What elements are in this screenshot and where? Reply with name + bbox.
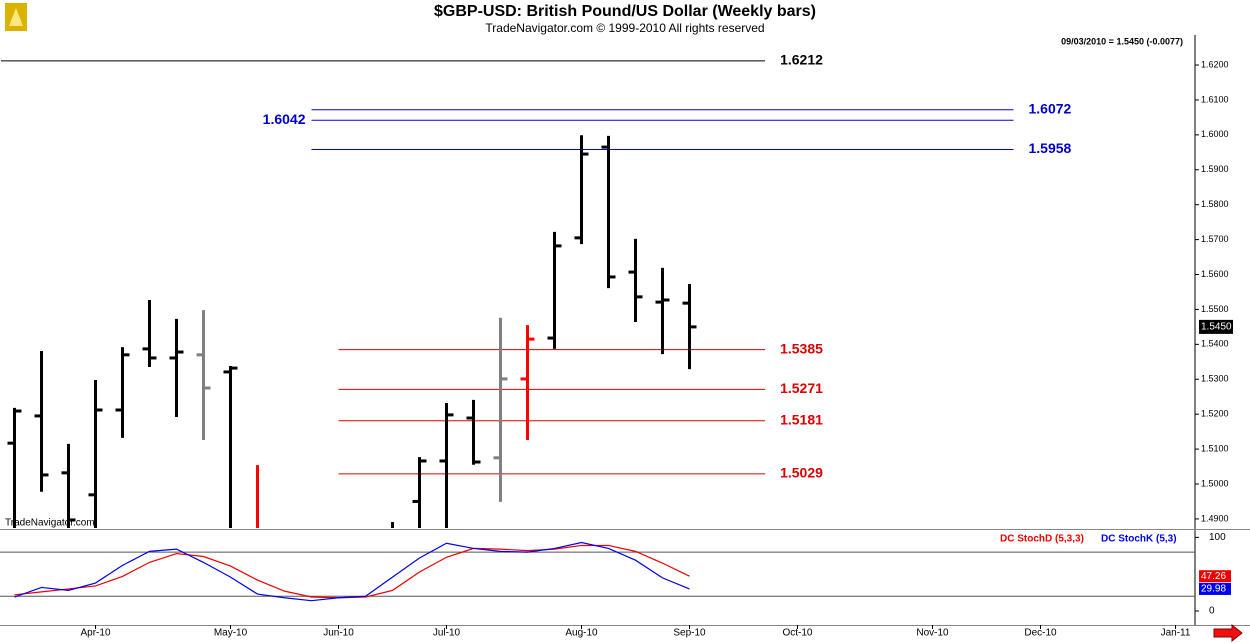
y-tick-label: 1.5200: [1201, 409, 1229, 419]
overlay: 1.4900 1.5000 1.5100 1.5200 1.5300 1.5400 1.55…: [80, 52, 1233, 639]
last-value-box: [1199, 570, 1231, 583]
x-tick-label: Dec-10: [1024, 628, 1057, 639]
logo: [5, 3, 27, 31]
level-label: 1.6072: [1029, 100, 1072, 116]
y-tick-label: 1.5500: [1201, 304, 1229, 314]
stoch-line: [14, 541, 690, 602]
legend-entry: DC StochK (5,3): [1101, 534, 1177, 545]
legend-entry: DC StochD (5,3,3): [1000, 534, 1084, 545]
y-tick-label: 1.6200: [1201, 59, 1229, 69]
level-label: 1.5271: [780, 380, 823, 396]
last-value-label: 29.98: [1201, 584, 1226, 595]
subtitle: TradeNavigator.com © 1999-2010 All right…: [485, 21, 764, 35]
y-tick-label: 1.4900: [1201, 513, 1229, 523]
y-tick-label: 1.5400: [1201, 339, 1229, 349]
last-value-label: 47.26: [1201, 571, 1226, 582]
stoch-panel: [0, 541, 1195, 602]
level-label: 1.5181: [780, 412, 823, 428]
level-label: 1.6212: [780, 52, 823, 68]
y-tick-label: 100: [1209, 532, 1226, 543]
y-tick-label: 1.6100: [1201, 94, 1229, 104]
y-tick-label: 1.5000: [1201, 478, 1229, 488]
x-tick-label: Jun-10: [323, 628, 354, 639]
level-label: 1.5385: [780, 340, 823, 356]
x-tick-label: Sep-10: [673, 628, 706, 639]
scroll-arrow[interactable]: [1213, 623, 1243, 643]
y-tick-label: 1.5300: [1201, 374, 1229, 384]
watermark: TradeNavigator.com: [5, 518, 95, 529]
x-tick-label: Apr-10: [80, 628, 110, 639]
y-tick-label: 1.6000: [1201, 129, 1229, 139]
y-tick-label: 1.5700: [1201, 234, 1229, 244]
price-panel: [1, 60, 1014, 528]
x-tick-label: Oct-10: [782, 628, 812, 639]
level-label: 1.6042: [263, 111, 306, 127]
y-tick-label: 1.5100: [1201, 443, 1229, 453]
last-value-box: [1199, 582, 1231, 595]
x-tick-label: Aug-10: [565, 628, 598, 639]
x-tick-label: Nov-10: [916, 628, 949, 639]
x-tick-label: Jan-11: [1161, 628, 1191, 639]
x-tick-label: May-10: [214, 628, 248, 639]
last-price-box: [1199, 319, 1233, 334]
x-tick-label: Jul-10: [433, 628, 461, 639]
y-tick-label: 0: [1209, 606, 1215, 617]
y-tick-label: 1.5900: [1201, 164, 1229, 174]
y-tick-label: 1.5600: [1201, 269, 1229, 279]
level-label: 1.5029: [780, 465, 823, 481]
last-price-label: 1.5450: [1201, 322, 1232, 333]
chart-title: $GBP-USD: British Pound/US Dollar (Weekl…: [434, 3, 816, 20]
status: 09/03/2010 = 1.5450 (-0.0077): [1061, 36, 1183, 46]
level-label: 1.5958: [1029, 140, 1072, 156]
y-tick-label: 1.5800: [1201, 199, 1229, 209]
